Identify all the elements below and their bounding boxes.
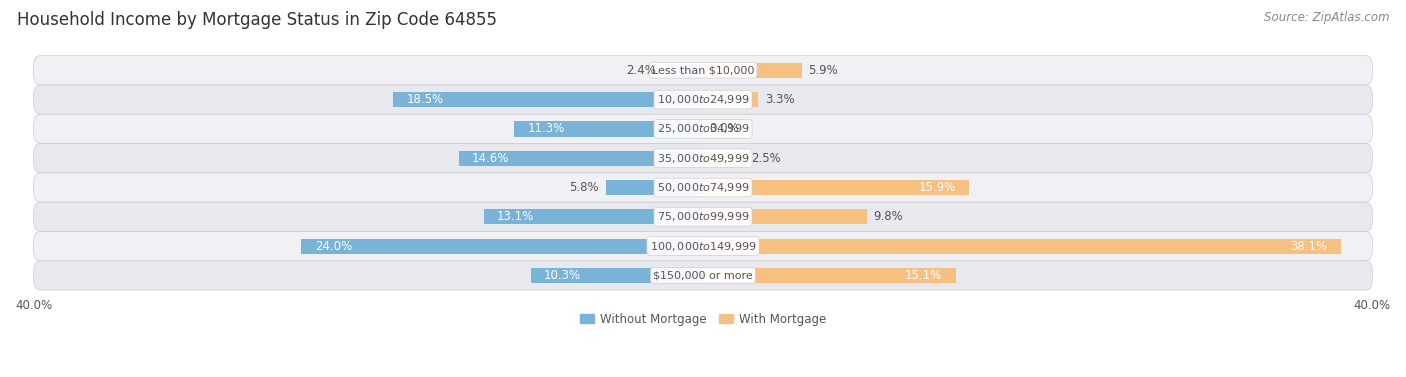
Text: 5.8%: 5.8% bbox=[569, 181, 599, 194]
Bar bbox=[703, 180, 969, 195]
Text: 9.8%: 9.8% bbox=[873, 210, 904, 223]
Text: 3.3%: 3.3% bbox=[765, 93, 794, 106]
Text: 38.1%: 38.1% bbox=[1291, 240, 1327, 253]
Bar bbox=[703, 150, 745, 166]
Bar bbox=[606, 180, 703, 195]
FancyBboxPatch shape bbox=[34, 56, 1372, 85]
Bar bbox=[703, 268, 956, 283]
Text: 2.4%: 2.4% bbox=[626, 64, 657, 77]
Legend: Without Mortgage, With Mortgage: Without Mortgage, With Mortgage bbox=[575, 308, 831, 330]
Text: $100,000 to $149,999: $100,000 to $149,999 bbox=[650, 240, 756, 253]
Bar bbox=[484, 209, 703, 224]
Bar bbox=[662, 63, 703, 78]
Text: Source: ZipAtlas.com: Source: ZipAtlas.com bbox=[1264, 11, 1389, 24]
Text: 0.0%: 0.0% bbox=[710, 123, 740, 135]
FancyBboxPatch shape bbox=[34, 202, 1372, 231]
Text: 11.3%: 11.3% bbox=[527, 123, 565, 135]
Text: $25,000 to $34,999: $25,000 to $34,999 bbox=[657, 123, 749, 135]
Bar bbox=[301, 239, 703, 254]
Bar bbox=[703, 63, 801, 78]
Text: 10.3%: 10.3% bbox=[544, 269, 581, 282]
FancyBboxPatch shape bbox=[34, 173, 1372, 202]
Text: 5.9%: 5.9% bbox=[808, 64, 838, 77]
Text: $10,000 to $24,999: $10,000 to $24,999 bbox=[657, 93, 749, 106]
Bar bbox=[513, 121, 703, 136]
Bar bbox=[703, 92, 758, 107]
FancyBboxPatch shape bbox=[34, 231, 1372, 261]
FancyBboxPatch shape bbox=[34, 85, 1372, 114]
Text: 15.1%: 15.1% bbox=[905, 269, 942, 282]
FancyBboxPatch shape bbox=[34, 114, 1372, 144]
Text: $35,000 to $49,999: $35,000 to $49,999 bbox=[657, 152, 749, 165]
Text: 14.6%: 14.6% bbox=[472, 152, 509, 165]
Bar bbox=[530, 268, 703, 283]
Text: 18.5%: 18.5% bbox=[406, 93, 444, 106]
Bar bbox=[703, 239, 1341, 254]
Text: Less than $10,000: Less than $10,000 bbox=[652, 65, 754, 75]
Bar bbox=[703, 209, 868, 224]
Text: 15.9%: 15.9% bbox=[918, 181, 956, 194]
Bar bbox=[458, 150, 703, 166]
Text: 13.1%: 13.1% bbox=[498, 210, 534, 223]
Text: $50,000 to $74,999: $50,000 to $74,999 bbox=[657, 181, 749, 194]
Text: $150,000 or more: $150,000 or more bbox=[654, 270, 752, 280]
Bar bbox=[394, 92, 703, 107]
Text: $75,000 to $99,999: $75,000 to $99,999 bbox=[657, 210, 749, 223]
FancyBboxPatch shape bbox=[34, 261, 1372, 290]
Text: 2.5%: 2.5% bbox=[752, 152, 782, 165]
Text: Household Income by Mortgage Status in Zip Code 64855: Household Income by Mortgage Status in Z… bbox=[17, 11, 496, 29]
Text: 24.0%: 24.0% bbox=[315, 240, 352, 253]
FancyBboxPatch shape bbox=[34, 144, 1372, 173]
